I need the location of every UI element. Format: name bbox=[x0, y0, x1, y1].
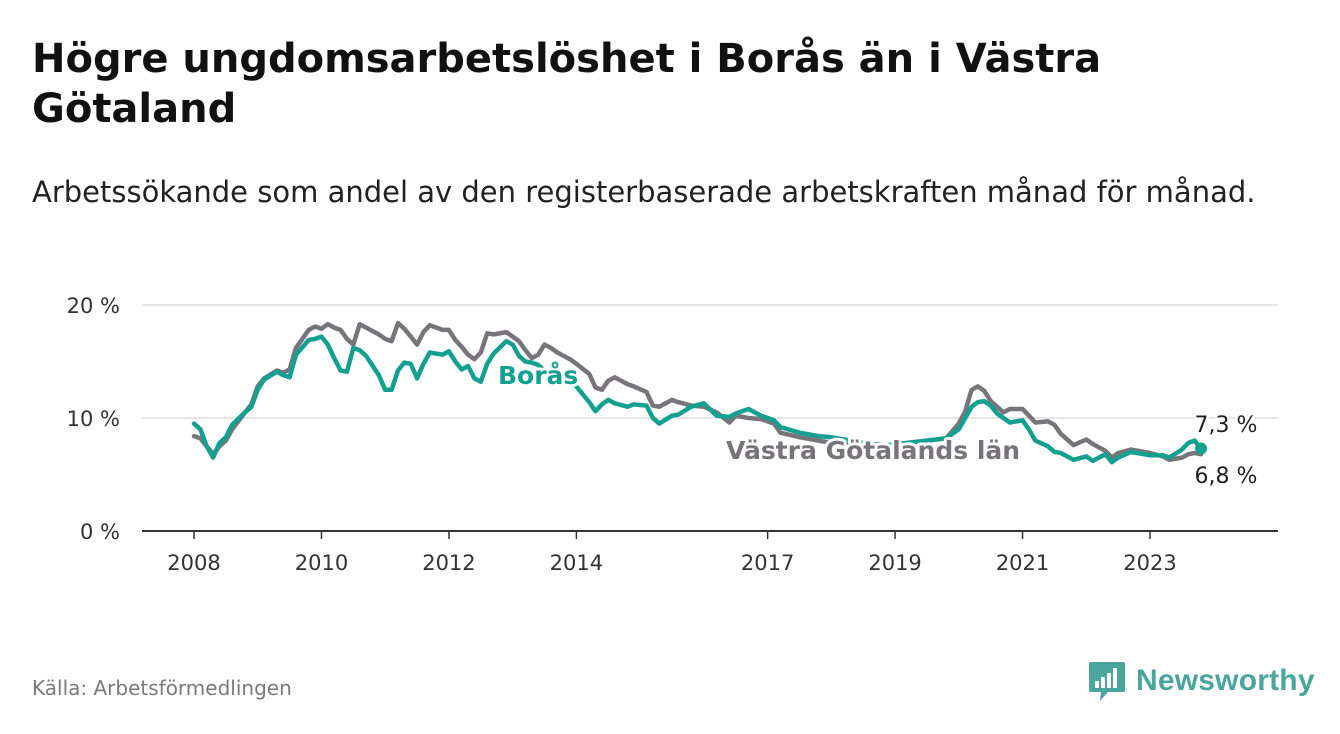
y-tick-label: 10 % bbox=[67, 407, 120, 431]
boras-end-marker bbox=[1195, 442, 1208, 455]
series-line-vastra-gotaland bbox=[191, 320, 1204, 463]
series-labels: Borås Västra Götalands län 7,3 % 6,8 % bbox=[495, 358, 1260, 492]
newsworthy-brand-text: Newsworthy bbox=[1136, 664, 1315, 697]
newsworthy-logo-icon bbox=[1089, 662, 1125, 701]
x-axis: 2008 2010 2012 2014 2017 2019 2021 2023 bbox=[142, 530, 1278, 575]
x-tick-label: 2017 bbox=[741, 551, 794, 575]
series-label-vastra-gotaland: Västra Götalands län bbox=[726, 436, 1020, 465]
series-lines bbox=[191, 320, 1208, 465]
x-tick-label: 2019 bbox=[868, 551, 921, 575]
chart-subtitle: Arbetssökande som andel av den registerb… bbox=[32, 175, 1256, 209]
end-label-vastra-gotaland: 6,8 % bbox=[1195, 464, 1258, 489]
x-tick-label: 2021 bbox=[996, 551, 1049, 575]
series-label-boras: Borås bbox=[498, 361, 578, 390]
x-tick-label: 2014 bbox=[550, 551, 603, 575]
newsworthy-logo[interactable]: Newsworthy bbox=[1088, 660, 1315, 702]
x-tick-label: 2010 bbox=[295, 551, 348, 575]
x-tick-label: 2008 bbox=[167, 551, 220, 575]
x-tick-label: 2023 bbox=[1123, 551, 1176, 575]
y-tick-label: 0 % bbox=[80, 520, 120, 544]
chart-title: Högre ungdomsarbetslöshet i Borås än i V… bbox=[32, 36, 1102, 132]
line-chart: 0 % 10 % 20 % 2008 2010 2012 2014 2017 2019 2021… bbox=[67, 294, 1278, 575]
series-line-boras bbox=[191, 334, 1204, 465]
y-tick-label: 20 % bbox=[67, 294, 120, 318]
source-note: Källa: Arbetsförmedlingen bbox=[32, 676, 292, 700]
end-label-boras: 7,3 % bbox=[1195, 413, 1258, 438]
gridlines bbox=[142, 304, 1278, 419]
x-tick-label: 2012 bbox=[422, 551, 475, 575]
y-axis-ticks: 0 % 10 % 20 % bbox=[67, 294, 120, 544]
